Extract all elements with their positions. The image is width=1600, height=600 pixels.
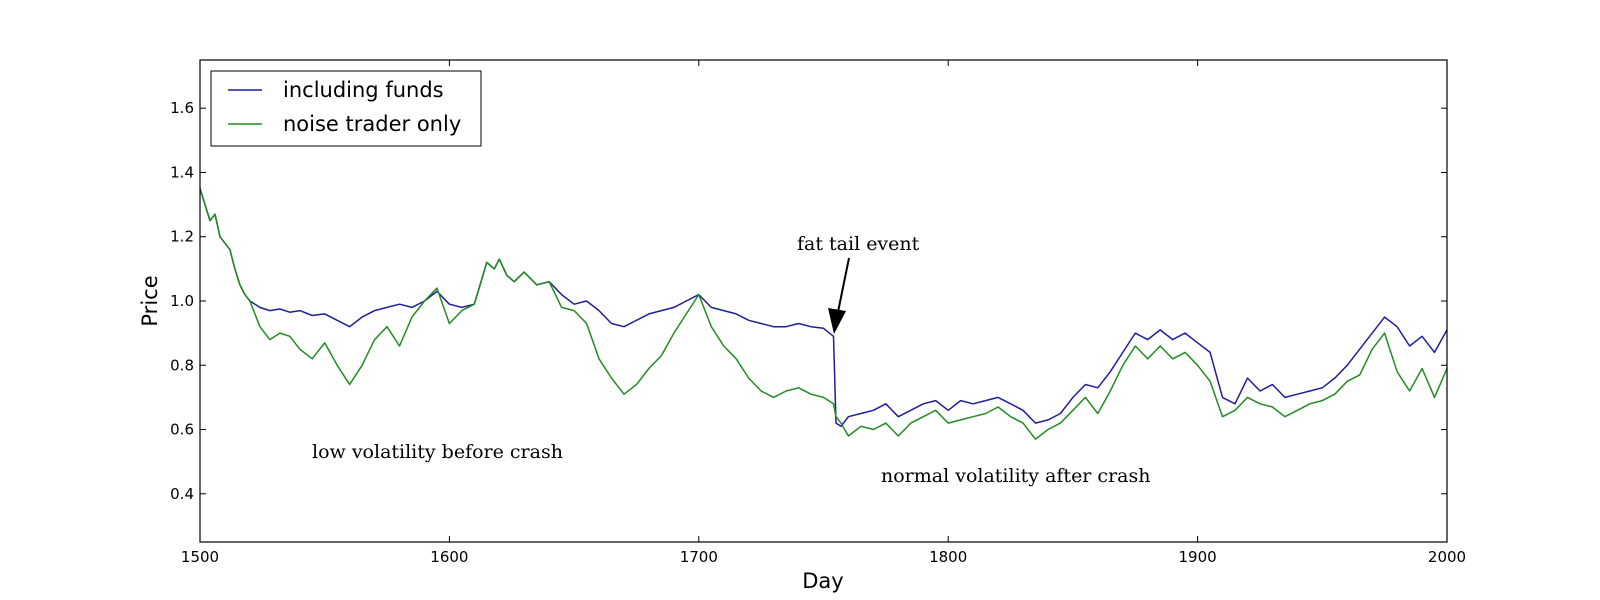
y-tick-label: 0.8: [170, 356, 194, 374]
y-tick-label: 1.2: [170, 228, 194, 246]
legend-label-including-funds: including funds: [283, 78, 444, 102]
ticks-layer: 1500 1600 1700 1800 1900 2000 0.4 0.6 0.8 1.0 1.2 1…: [170, 60, 1466, 566]
low-volatility-label: low volatility before crash: [312, 441, 563, 463]
x-axis-label: Day: [802, 569, 843, 593]
fat-tail-arrow-head: [828, 308, 846, 334]
x-tick-label: 2000: [1428, 548, 1466, 566]
legend-label-noise-trader-only: noise trader only: [283, 112, 461, 136]
x-tick-label: 1900: [1179, 548, 1217, 566]
fat-tail-arrow-shaft: [837, 257, 850, 313]
y-tick-label: 1.4: [170, 163, 194, 181]
legend: including funds noise trader only: [210, 70, 482, 147]
x-tick-label: 1700: [680, 548, 718, 566]
x-tick-label: 1600: [430, 548, 468, 566]
y-tick-label: 1.0: [170, 292, 194, 310]
series-line-noise-trader-only: [199, 188, 1448, 440]
fat-tail-annotation: fat tail event: [797, 233, 920, 334]
normal-volatility-label: normal volatility after crash: [881, 465, 1150, 487]
x-tick-label: 1800: [929, 548, 967, 566]
series-line-including-funds: [199, 188, 1448, 428]
series-layer: [199, 188, 1448, 440]
y-tick-label: 1.6: [170, 99, 194, 117]
y-axis-label: Price: [138, 275, 162, 326]
y-tick-label: 0.4: [170, 485, 194, 503]
legend-box: [210, 70, 482, 147]
fat-tail-event-label: fat tail event: [797, 233, 920, 255]
x-tick-label: 1500: [181, 548, 219, 566]
y-tick-label: 0.6: [170, 421, 194, 439]
